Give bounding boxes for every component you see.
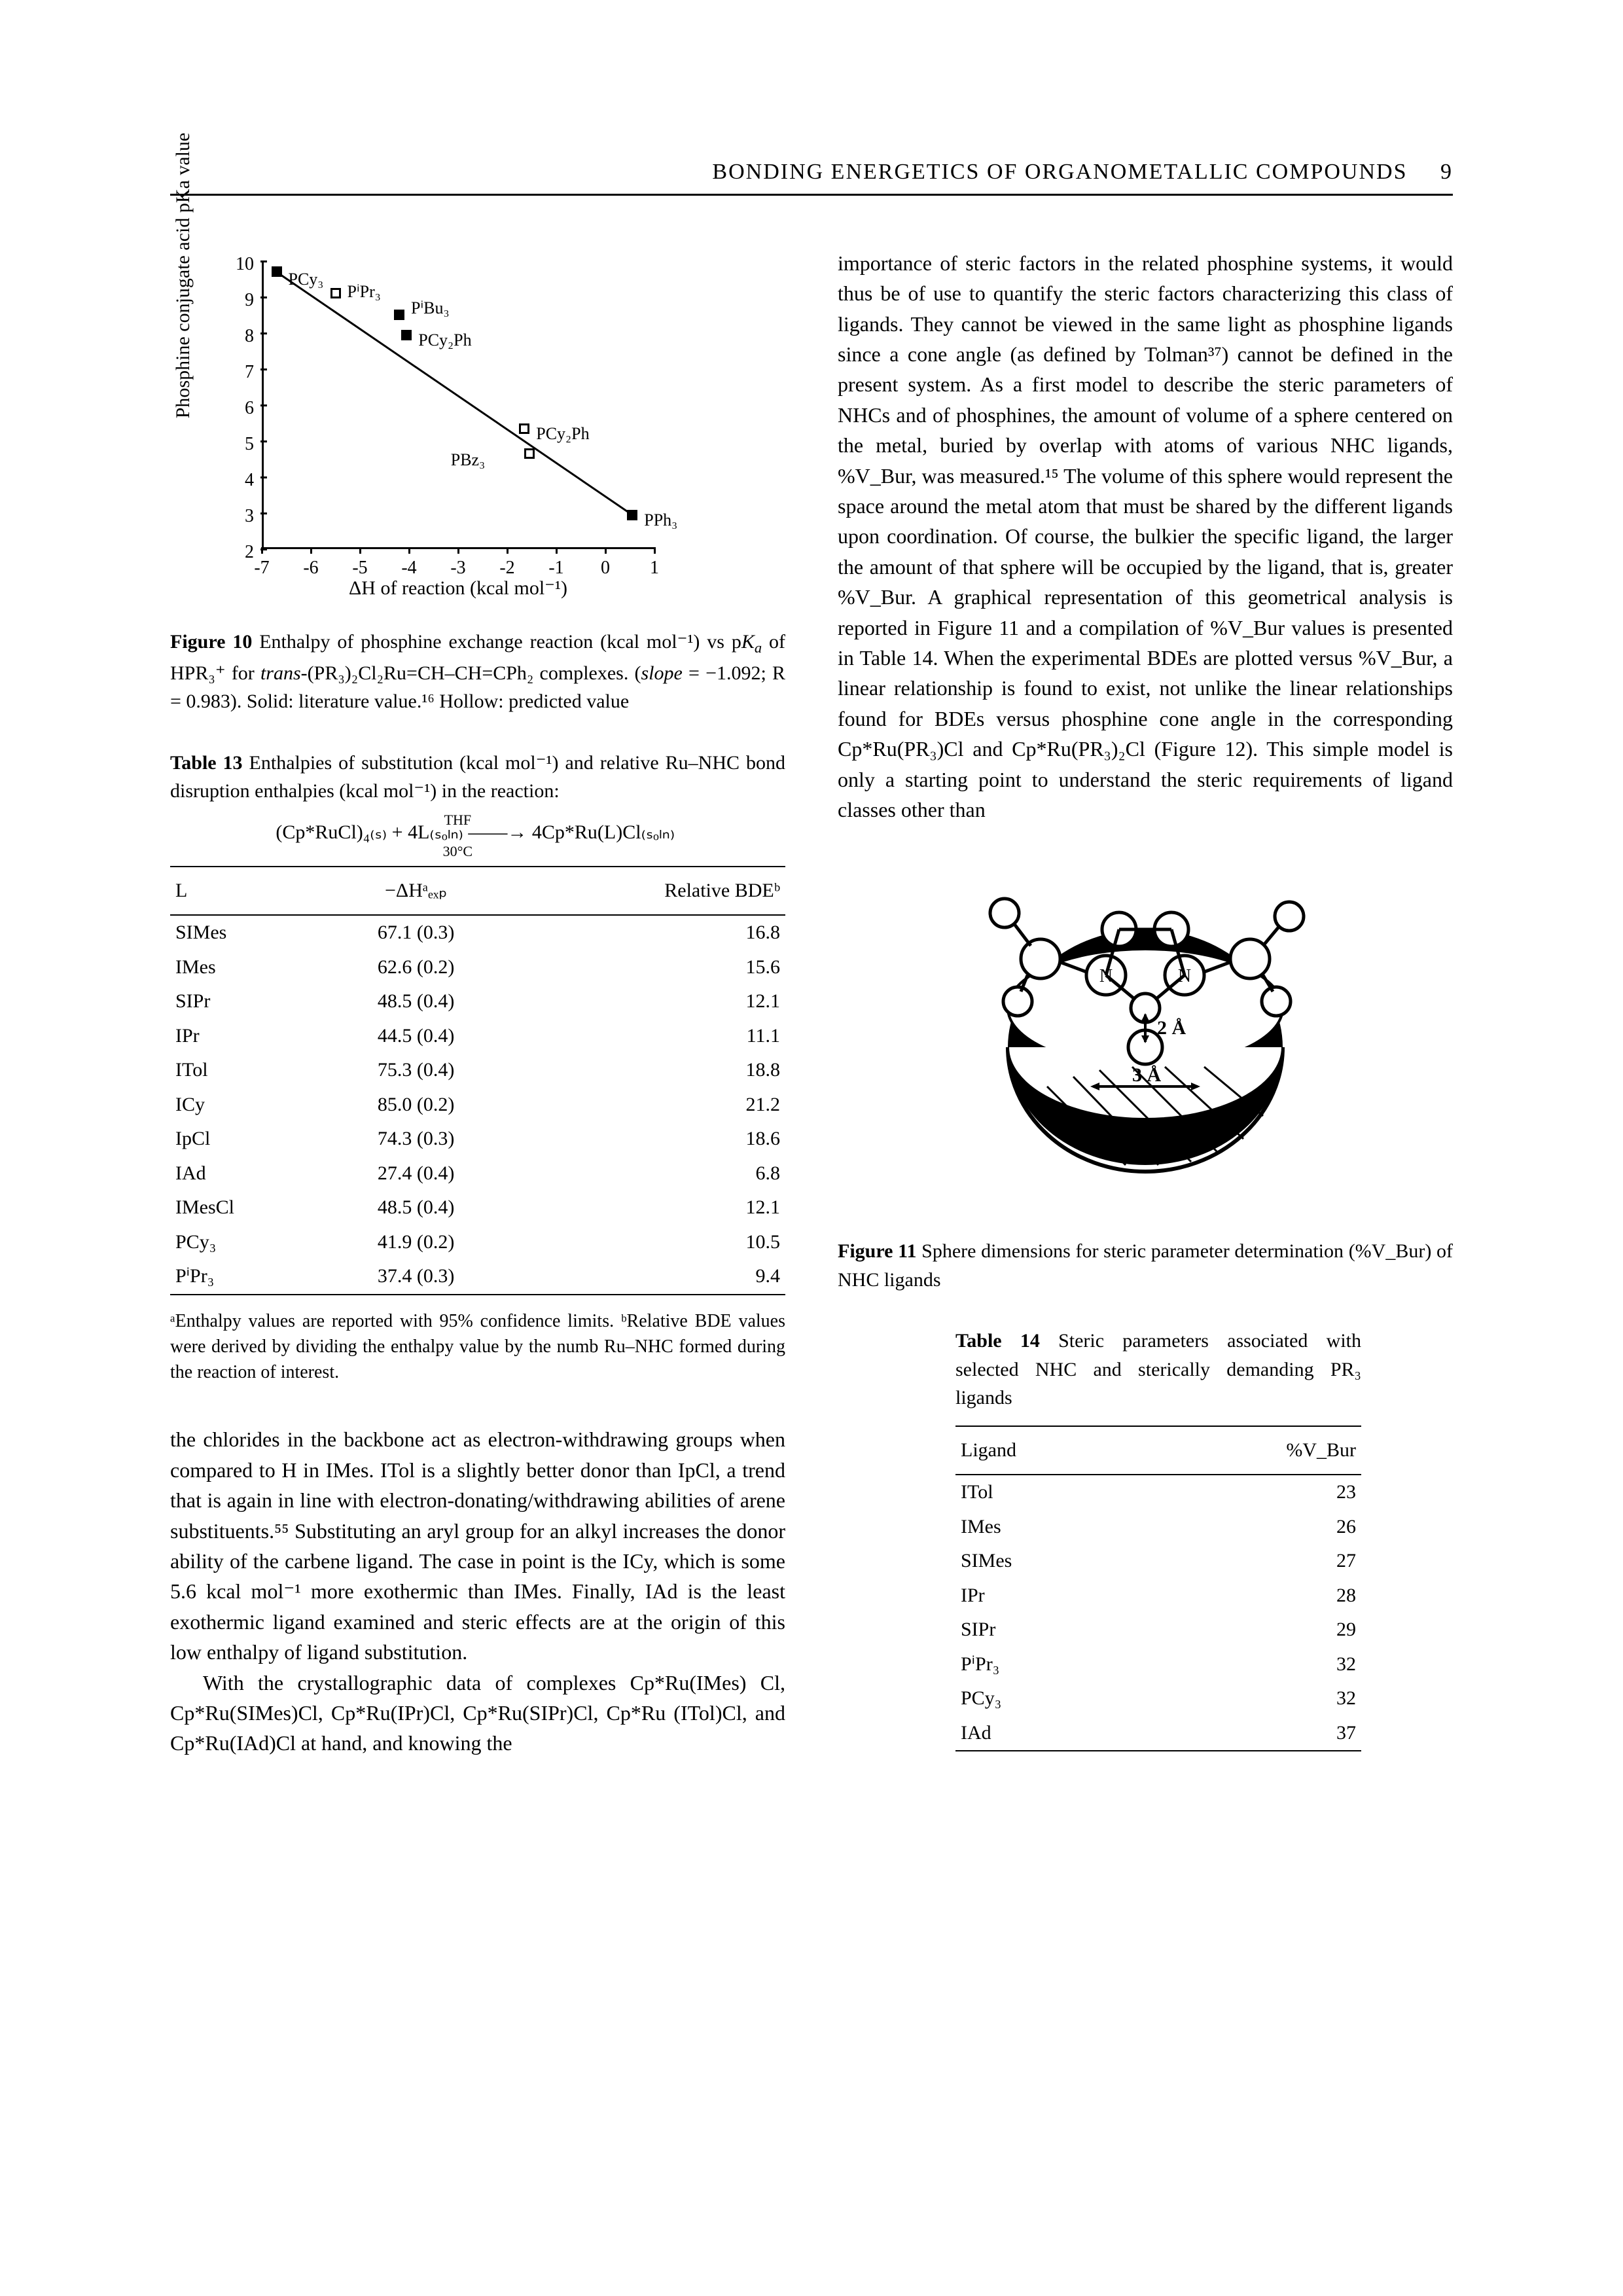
figure-11-svg: N N [942, 851, 1348, 1217]
table-row: PⁱPr₃32 [955, 1647, 1361, 1682]
figure-10-caption-text1: Enthalpy of phosphine exchange reaction … [252, 631, 741, 653]
table-row: PCy₃32 [955, 1681, 1361, 1716]
right-p1: importance of steric factors in the rela… [838, 248, 1453, 825]
fig11-2A: 2 Å [1157, 1017, 1186, 1039]
chart-point-label: PⁱPr₃ [348, 280, 381, 303]
right-body-text: importance of steric factors in the rela… [838, 248, 1453, 825]
table-row: PCy₃41.9 (0.2)10.5 [170, 1225, 785, 1260]
page-number: 9 [1440, 160, 1453, 184]
table-row: IMesCl48.5 (0.4)12.1 [170, 1191, 785, 1225]
chart-point [524, 448, 535, 459]
fig10-trans: trans [260, 662, 301, 684]
left-column: Phosphine conjugate acid pKa value 23456… [170, 248, 785, 1765]
table-13-col-dH: −ΔHᵃₑₓₚ [321, 867, 511, 916]
figure-11-caption-bold: Figure 11 [838, 1240, 916, 1262]
table-13-col-L: L [170, 867, 321, 916]
table-row: ITol75.3 (0.4)18.8 [170, 1053, 785, 1088]
chart-point-label: PⁱBu₃ [411, 296, 450, 319]
table-row: IMes26 [955, 1510, 1361, 1545]
chart-point [401, 330, 412, 340]
fig10-c2d: -(PR₃)₂Cl₂Ru=CH–CH=CPh₂ complexes. ( [301, 662, 641, 684]
table-row: SIMes67.1 (0.3)16.8 [170, 915, 785, 950]
table-row: PⁱPr₃37.4 (0.3)9.4 [170, 1259, 785, 1295]
table-14-col-ligand: Ligand [955, 1426, 1139, 1475]
figure-10-caption: Figure 10 Enthalpy of phosphine exchange… [170, 628, 785, 716]
table-14-caption-bold: Table 14 [955, 1330, 1040, 1352]
table-13-notes: ᵃEnthalpy values are reported with 95% c… [170, 1308, 785, 1386]
table-13-caption: Table 13 Enthalpies of substitution (kca… [170, 749, 785, 806]
figure-10-caption-bold: Figure 10 [170, 631, 252, 653]
chart-points: PCy₃PⁱPr₃PⁱBu₃PCy₂PhPCy₂PhPBz₃PPh₃ [262, 261, 654, 549]
chart-point-label: PCy₂Ph [536, 422, 589, 445]
table-row: ICy85.0 (0.2)21.2 [170, 1088, 785, 1122]
fig10-a: a [755, 639, 762, 656]
page-header: BONDING ENERGETICS OF ORGANOMETALLIC COM… [170, 157, 1453, 196]
reaction-under: 30°C [443, 842, 473, 861]
chart-point-label: PBz₃ [451, 448, 485, 471]
chart-point-label: PCy₂Ph [418, 329, 471, 351]
fig10-K: K [741, 631, 755, 653]
table-13-caption-bold: Table 13 [170, 752, 243, 774]
chart-point-label: PCy₃ [289, 268, 324, 291]
right-column: importance of steric factors in the rela… [838, 248, 1453, 1765]
reaction-main: (Cp*RuCl)₄₍ₛ₎ + 4L₍ₛₒₗₙ₎ ——→ 4Cp*Ru(L)Cl… [276, 819, 675, 846]
table-row: IPr28 [955, 1579, 1361, 1613]
table-14-body: ITol23IMes26SIMes27IPr28SIPr29PⁱPr₃32PCy… [955, 1475, 1361, 1751]
table-14-caption: Table 14 Steric parameters associated wi… [955, 1327, 1361, 1412]
table-row: SIPr48.5 (0.4)12.1 [170, 984, 785, 1019]
table-row: SIPr29 [955, 1613, 1361, 1647]
table-14-col-vbur: %V_Bur [1139, 1426, 1361, 1475]
chart-point [519, 423, 529, 434]
chart-point-label: PPh₃ [644, 509, 677, 531]
figure-11-caption: Figure 11 Sphere dimensions for steric p… [838, 1237, 1453, 1294]
chart-point [272, 266, 282, 277]
fig10-slope: slope [641, 662, 683, 684]
table-row: SIMes27 [955, 1544, 1361, 1579]
table-13-caption-text: Enthalpies of substitution (kcal mol⁻¹) … [170, 752, 785, 802]
fig11-3A: 3 Å [1132, 1064, 1162, 1086]
figure-11: N N [838, 851, 1453, 1217]
table-row: IMes62.6 (0.2)15.6 [170, 950, 785, 985]
table-row: IPr44.5 (0.4)11.1 [170, 1019, 785, 1054]
chart-point [330, 288, 341, 298]
left-body-text: the chlorides in the backbone act as ele… [170, 1424, 785, 1758]
two-column-layout: Phosphine conjugate acid pKa value 23456… [170, 248, 1453, 1765]
left-p1: the chlorides in the backbone act as ele… [170, 1424, 785, 1667]
figure-11-caption-text: Sphere dimensions for steric parameter d… [838, 1240, 1453, 1291]
table-13-col-BDE: Relative BDEᵇ [511, 867, 785, 916]
left-p2: With the crystallographic data of comple… [170, 1668, 785, 1759]
figure-10: Phosphine conjugate acid pKa value 23456… [170, 248, 785, 716]
table-row: IAd27.4 (0.4)6.8 [170, 1157, 785, 1191]
chart-xlabel: ΔH of reaction (kcal mol⁻¹) [262, 575, 654, 602]
table-13: L −ΔHᵃₑₓₚ Relative BDEᵇ SIMes67.1 (0.3)1… [170, 866, 785, 1295]
reaction-equation: (Cp*RuCl)₄₍ₛ₎ + 4L₍ₛₒₗₙ₎ ——→ 4Cp*Ru(L)Cl… [170, 819, 785, 846]
header-title: BONDING ENERGETICS OF ORGANOMETALLIC COM… [712, 160, 1407, 184]
reaction-over: THF [444, 810, 472, 830]
table-13-body: SIMes67.1 (0.3)16.8IMes62.6 (0.2)15.6SIP… [170, 915, 785, 1295]
table-row: IpCl74.3 (0.3)18.6 [170, 1122, 785, 1157]
table-14-block: Table 14 Steric parameters associated wi… [955, 1327, 1361, 1751]
chart-point [627, 510, 637, 520]
table-14: Ligand %V_Bur ITol23IMes26SIMes27IPr28SI… [955, 1426, 1361, 1752]
chart-point [394, 310, 404, 320]
chart-ylabel: Phosphine conjugate acid pKa value [170, 133, 197, 419]
figure-10-chart: Phosphine conjugate acid pKa value 23456… [209, 248, 681, 601]
table-row: ITol23 [955, 1475, 1361, 1510]
table-row: IAd37 [955, 1716, 1361, 1751]
